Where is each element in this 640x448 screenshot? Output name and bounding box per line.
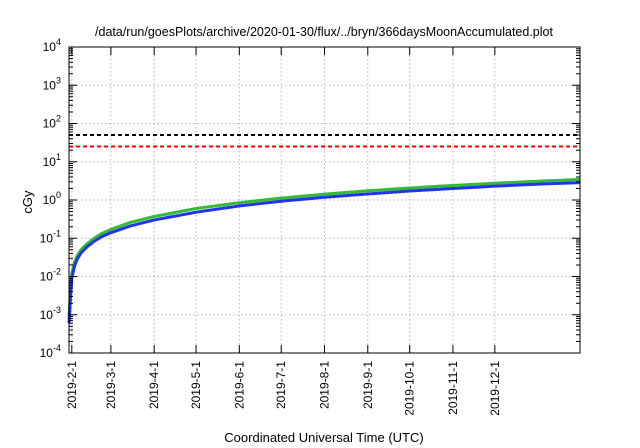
y-tick-label: 10-3 [40,305,61,322]
y-tick-label: 103 [43,75,61,92]
x-tick-label: 2019-12-1 [488,361,502,416]
chart-title: /data/run/goesPlots/archive/2020-01-30/f… [95,25,553,39]
reference-lines [69,134,580,148]
x-tick-label: 2019-2-1 [65,361,79,409]
x-tick-label: 2019-3-1 [104,361,118,409]
y-tick-label: 10-4 [40,343,61,360]
x-tick-label: 2019-8-1 [318,361,332,409]
series-group [67,177,581,324]
x-tick-label: 2019-10-1 [403,361,417,416]
x-tick-label: 2019-4-1 [147,361,161,409]
x-tick-label: 2019-11-1 [446,361,460,415]
y-tick-label: 104 [43,37,61,54]
y-tick-exponent: 0 [56,190,61,200]
x-axis-label: Coordinated Universal Time (UTC) [224,430,423,445]
y-tick-exponent: -3 [53,305,61,315]
x-axis: 2019-2-1 2019-3-1 2019-4-1 2019-5-1 2019-6-1… [65,47,502,416]
y-tick-exponent: -4 [53,343,61,353]
y-axis-label: cGy [20,190,35,214]
y-tick-label: 102 [43,114,61,131]
y-tick-label: 10-2 [40,267,61,284]
y-tick-label: 100 [43,190,61,207]
y-tick-label: 101 [43,152,61,169]
y-tick-exponent: -1 [53,228,61,238]
y-tick-exponent: 2 [56,114,61,124]
series-line [67,181,581,324]
y-tick-label: 10-1 [40,228,61,245]
x-tick-label: 2019-7-1 [274,361,288,409]
y-tick-exponent: 4 [56,37,61,47]
y-tick-exponent: -2 [53,267,61,277]
x-tick-label: 2019-9-1 [361,361,375,409]
y-tick-exponent: 1 [56,152,61,162]
x-tick-label: 2019-5-1 [189,361,203,409]
x-tick-label: 2019-6-1 [232,361,246,409]
y-tick-exponent: 3 [56,75,61,85]
grid [69,47,580,353]
